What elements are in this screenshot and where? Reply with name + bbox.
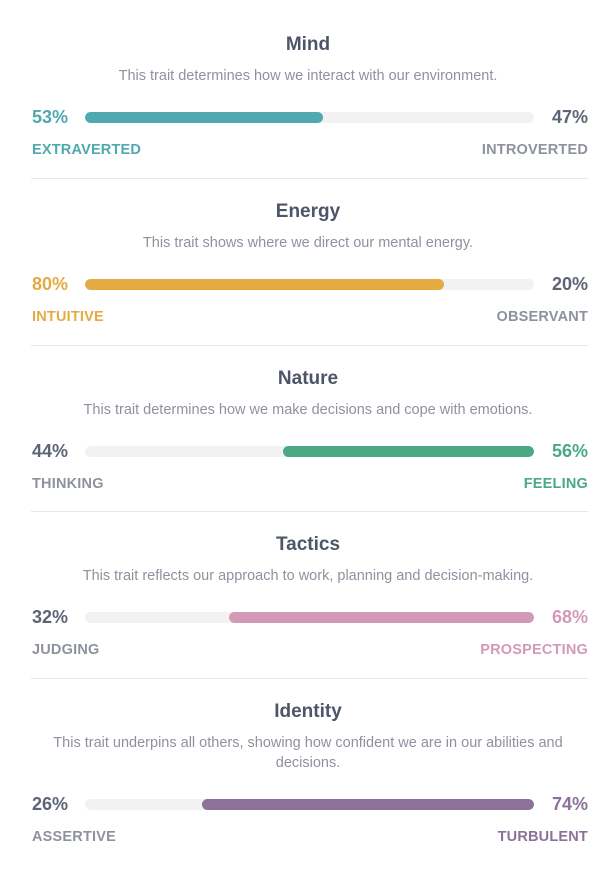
section-divider — [31, 178, 588, 179]
right-trait-label: INTROVERTED — [481, 142, 588, 158]
trait-bar-fill — [282, 446, 534, 457]
left-percentage: 32% — [32, 607, 69, 627]
trait-bar-fill — [201, 799, 534, 810]
trait-description: This trait determines how we interact wi… — [118, 68, 498, 84]
right-percentage: 47% — [551, 107, 588, 127]
trait-title: Tactics — [275, 534, 341, 555]
right-trait-label: PROSPECTING — [480, 642, 588, 658]
section-divider — [31, 345, 588, 346]
left-percentage: 44% — [32, 441, 69, 461]
left-trait-label: ASSERTIVE — [32, 829, 116, 845]
trait-title: Identity — [274, 701, 342, 722]
left-trait-label: INTUITIVE — [32, 309, 104, 325]
trait-title: Energy — [275, 201, 341, 222]
right-trait-label: FEELING — [523, 476, 588, 492]
trait-description: This trait reflects our approach to work… — [82, 568, 534, 584]
right-percentage: 68% — [551, 607, 588, 627]
right-trait-label: OBSERVANT — [496, 309, 588, 325]
left-percentage: 80% — [32, 274, 69, 294]
trait-description: This trait determines how we make decisi… — [83, 402, 533, 418]
trait-bar-track — [85, 612, 534, 623]
trait-bar-fill — [228, 612, 534, 623]
left-trait-label: EXTRAVERTED — [32, 142, 142, 158]
trait-description: This trait underpins all others, showing… — [53, 735, 563, 771]
right-percentage: 74% — [551, 794, 588, 814]
trait-bar-track — [85, 112, 534, 123]
left-percentage: 26% — [32, 794, 69, 814]
left-percentage: 53% — [32, 107, 69, 127]
section-divider — [31, 511, 588, 512]
trait-title: Nature — [277, 368, 339, 389]
trait-bar-track — [85, 799, 534, 810]
trait-description: This trait shows where we direct our men… — [142, 235, 474, 251]
section-divider — [31, 678, 588, 679]
right-trait-label: TURBULENT — [497, 829, 588, 845]
right-percentage: 20% — [551, 274, 588, 294]
right-percentage: 56% — [551, 441, 588, 461]
trait-bar-fill — [85, 112, 323, 123]
trait-bar-fill — [85, 279, 445, 290]
left-trait-label: THINKING — [32, 476, 104, 492]
left-trait-label: JUDGING — [32, 642, 100, 658]
trait-bar-track — [85, 446, 534, 457]
trait-bar-track — [85, 279, 534, 290]
trait-title: Mind — [285, 34, 331, 55]
